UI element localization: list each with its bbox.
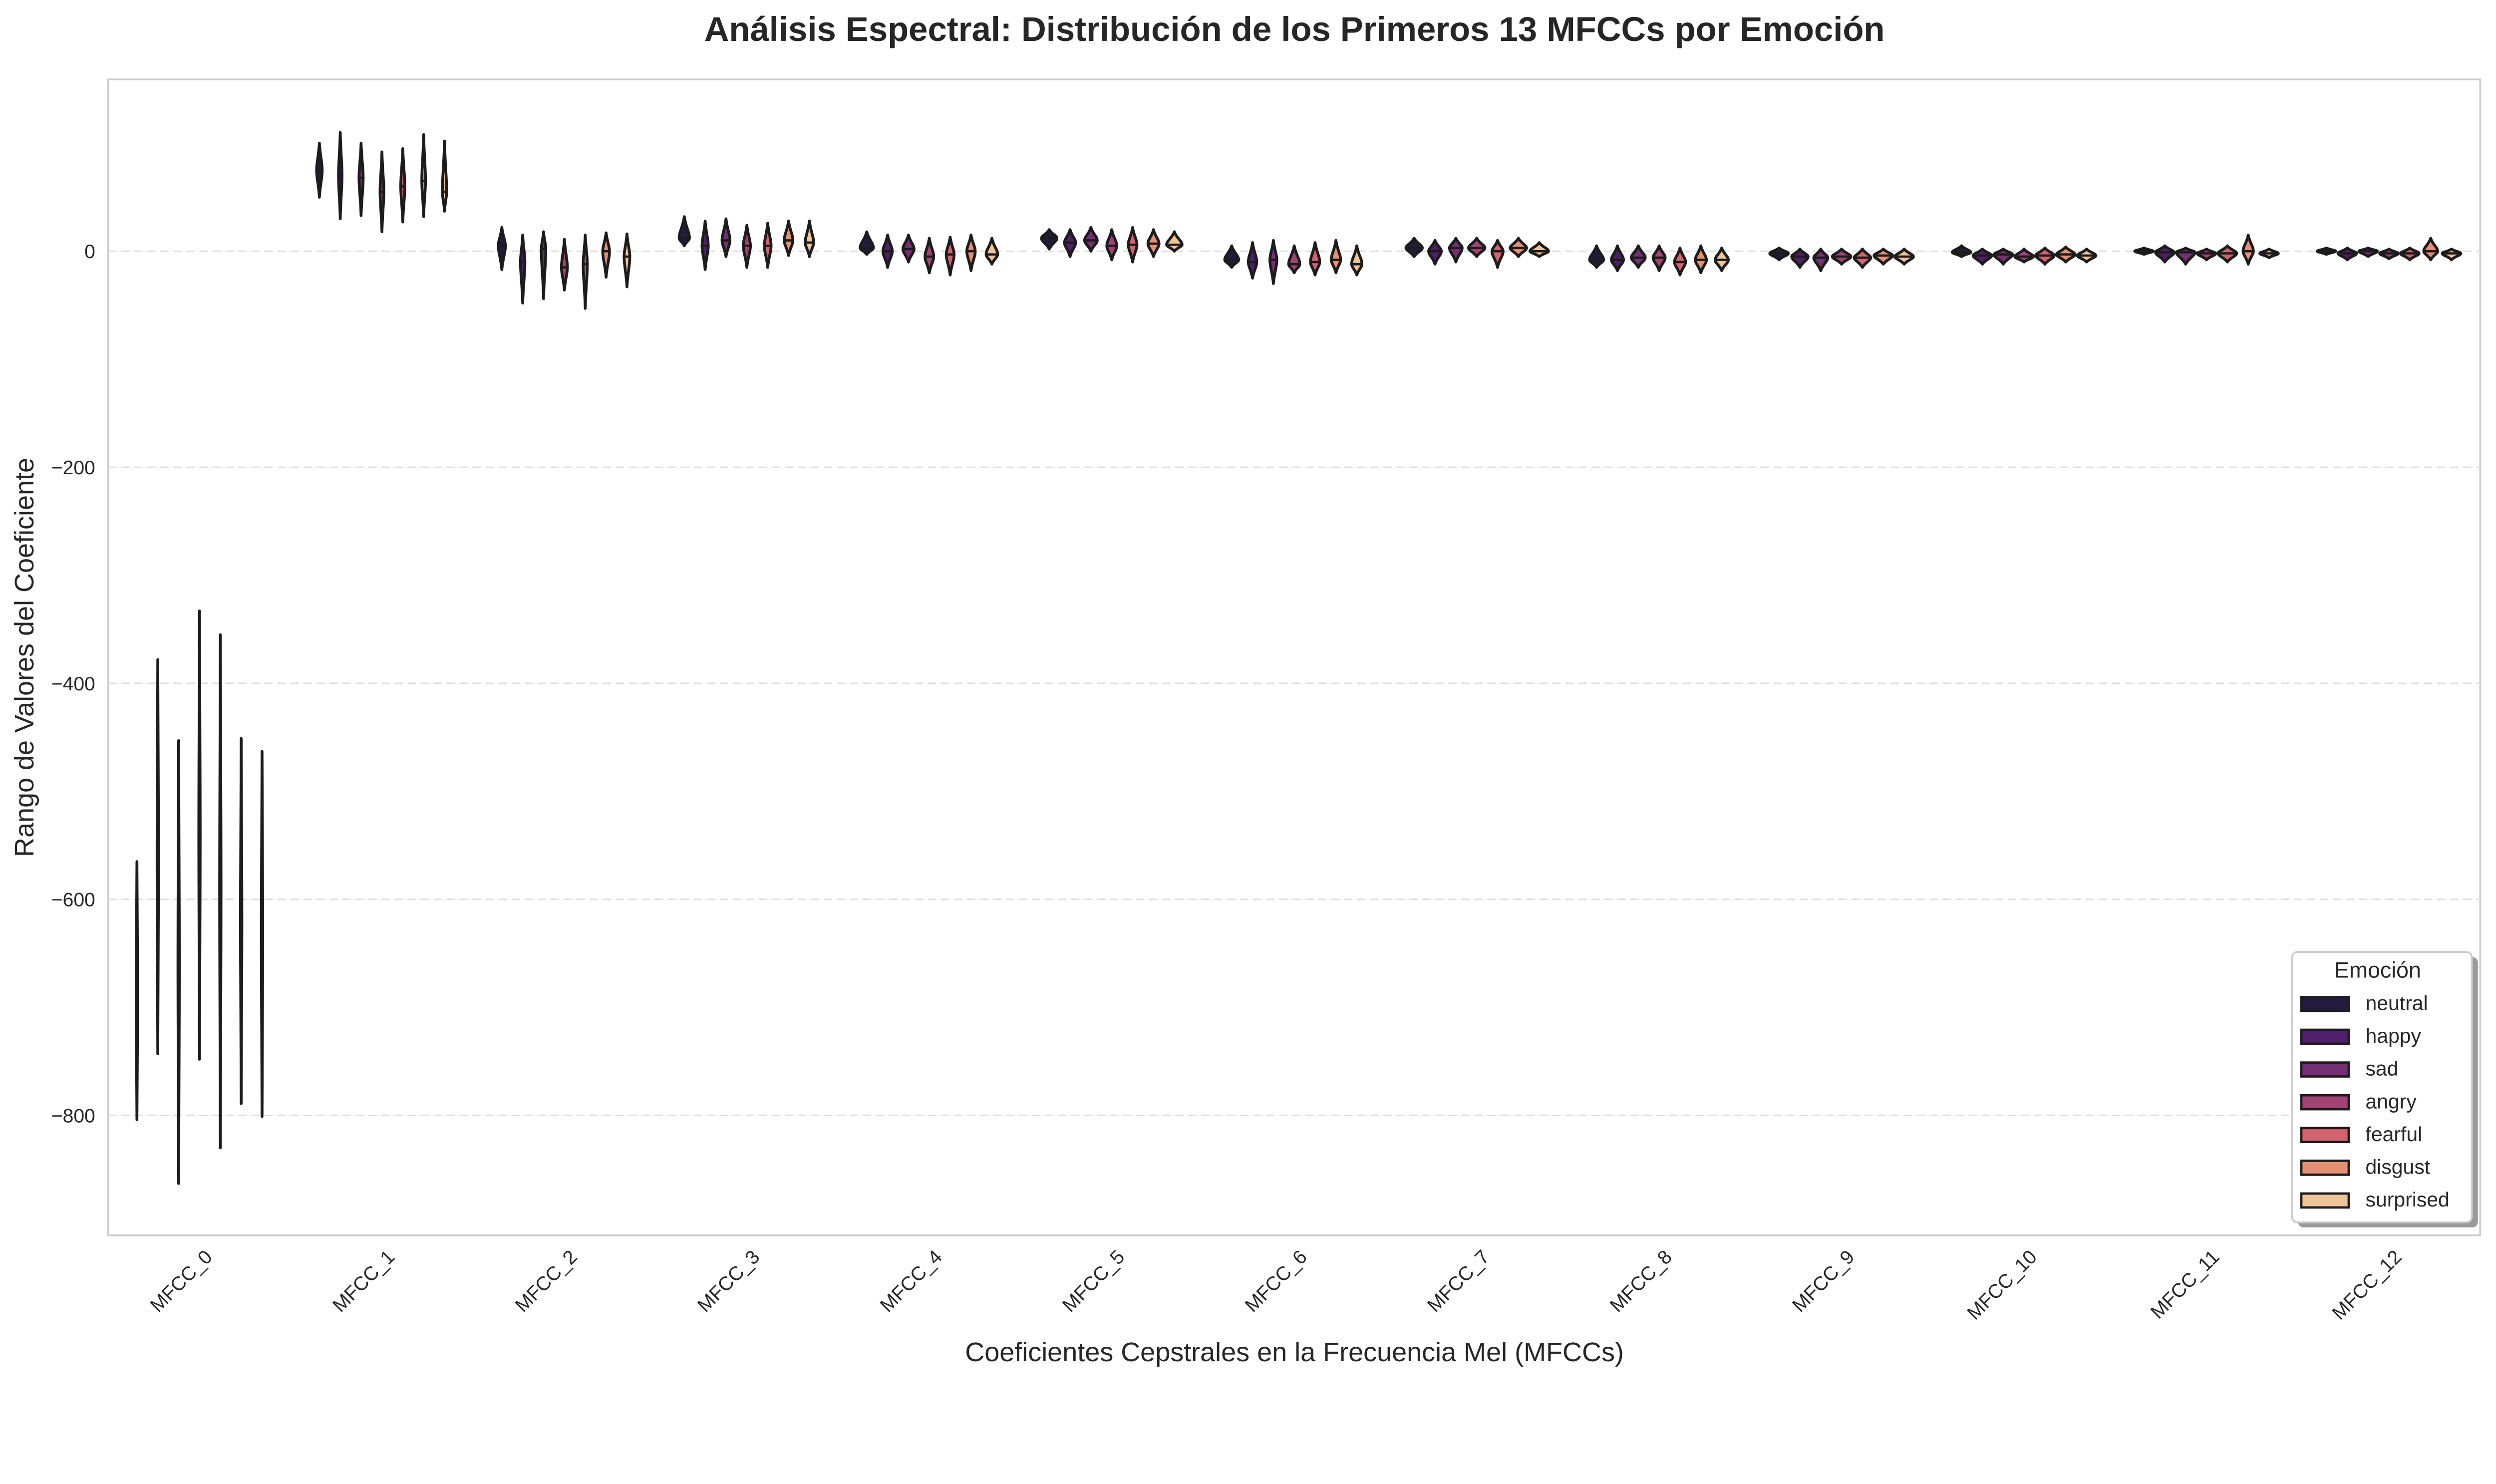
violin-fearful [944, 236, 956, 277]
violin-sad [176, 739, 181, 1185]
legend: Emoción neutral happy sad angry fearful disgu… [2291, 951, 2478, 1228]
violin-happy [1610, 244, 1625, 273]
legend-label: fearful [2365, 1123, 2422, 1146]
legend-label: sad [2365, 1057, 2398, 1080]
violin-surprised [1350, 244, 1364, 277]
x-axis-label: Coeficientes Cepstrales en la Frecuencia… [965, 1337, 1624, 1367]
chart-title: Análisis Espectral: Distribución de los … [704, 10, 1885, 48]
y-tick-label: −800 [51, 1106, 95, 1127]
x-tick-label: MFCC_5 [1058, 1246, 1129, 1316]
x-tick-label: MFCC_12 [2328, 1246, 2406, 1324]
x-tick-label: MFCC_0 [146, 1246, 217, 1316]
violin-happy [519, 234, 527, 304]
violin-surprised [804, 219, 815, 258]
legend-label: disgust [2365, 1156, 2430, 1179]
violin-disgust [965, 234, 977, 273]
violin-neutral [1223, 244, 1241, 269]
x-tick-label: MFCC_7 [1423, 1246, 1494, 1316]
violin-surprised [441, 139, 448, 213]
legend-label: happy [2365, 1024, 2421, 1047]
violin-sad [357, 142, 365, 217]
legend-label: angry [2365, 1090, 2417, 1113]
violin-chart: Análisis Espectral: Distribución de los … [9, 10, 2482, 1367]
violin-surprised [1165, 230, 1184, 253]
legend-swatch-angry [2300, 1094, 2350, 1111]
violin-fearful [218, 633, 223, 1150]
violin-disgust [420, 133, 427, 218]
violin-angry [1287, 244, 1301, 275]
violin-disgust [601, 231, 611, 279]
violin-surprised [1529, 241, 1550, 258]
x-tick-label: MFCC_1 [328, 1246, 399, 1316]
x-tick-label: MFCC_2 [511, 1246, 582, 1316]
y-tick-label: −200 [51, 457, 95, 479]
legend-title: Emoción [2334, 958, 2421, 982]
violin-sad [1992, 248, 2014, 266]
x-tick-label: MFCC_3 [693, 1246, 764, 1316]
y-tick-label: 0 [84, 241, 95, 263]
violin-sad [720, 217, 732, 258]
x-tick-label: MFCC_9 [1788, 1246, 1859, 1316]
y-axis-label: Rango de Valores del Coeficiente [9, 458, 39, 857]
violin-fearful [1309, 241, 1321, 277]
legend-swatch-surprised [2300, 1192, 2350, 1209]
legend-box [2291, 951, 2473, 1223]
violin-disgust [1330, 239, 1342, 275]
legend-swatch-fearful [2300, 1127, 2350, 1144]
y-tick-label: −600 [51, 890, 95, 911]
violin-sad [540, 230, 548, 300]
violin-fearful [1490, 239, 1505, 269]
violin-sad [1268, 239, 1278, 285]
x-tick-label: MFCC_8 [1606, 1246, 1676, 1316]
violin-disgust [2241, 234, 2255, 266]
x-tick-label: MFCC_11 [2147, 1246, 2223, 1323]
violin-surprised [623, 232, 631, 289]
legend-swatch-happy [2300, 1028, 2350, 1045]
violin-sad [1448, 237, 1464, 264]
violin-happy [2154, 244, 2176, 264]
violin-happy [1790, 248, 1810, 269]
violin-disgust [2422, 237, 2439, 262]
x-tick-label: MFCC_10 [1963, 1246, 2041, 1324]
violin-disgust [783, 219, 795, 257]
violin-happy [1247, 241, 1258, 280]
violin-sad [1812, 248, 1830, 273]
x-tick-label: MFCC_6 [1241, 1246, 1311, 1316]
legend-label: neutral [2365, 991, 2428, 1014]
violin-surprised [984, 237, 999, 266]
violin-angry [560, 238, 569, 292]
y-tick-label: −400 [51, 673, 95, 695]
violin-neutral [497, 226, 507, 271]
violin-neutral [135, 860, 139, 1122]
legend-swatch-neutral [2300, 996, 2350, 1012]
x-tick-label: MFCC_4 [876, 1246, 946, 1316]
violin-neutral [1588, 244, 1605, 269]
legend-label: surprised [2365, 1188, 2449, 1211]
legend-swatch-disgust [2300, 1160, 2350, 1176]
violin-fearful [582, 234, 589, 310]
legend-swatch-sad [2300, 1061, 2350, 1078]
